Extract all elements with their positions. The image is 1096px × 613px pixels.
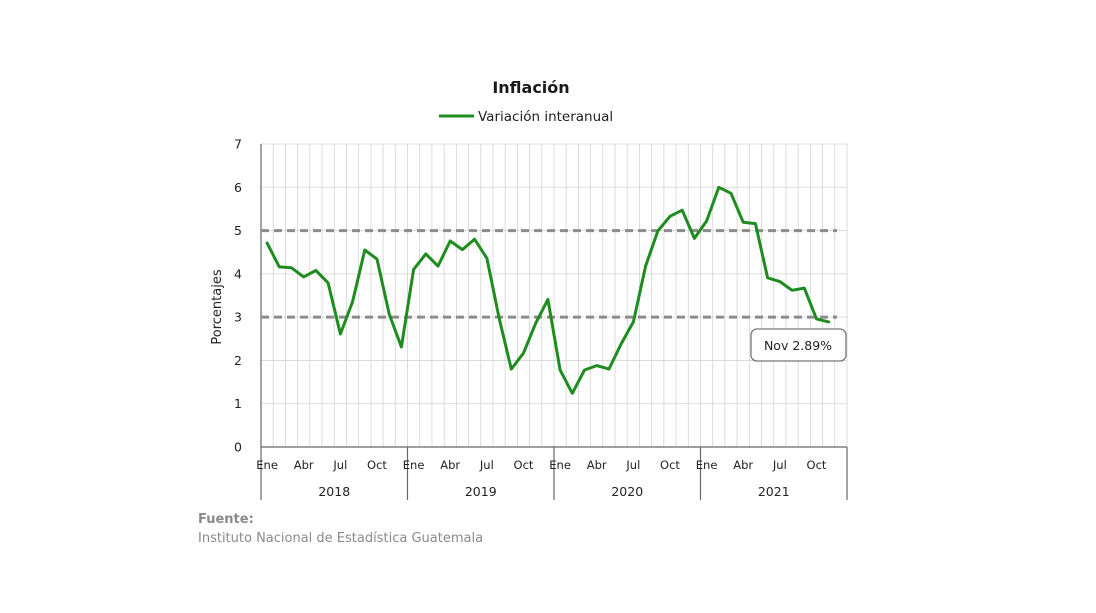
legend-label: Variación interanual: [478, 109, 613, 125]
y-tick-label: 6: [234, 180, 242, 195]
annotation-callout: Nov 2.89%: [750, 328, 847, 362]
y-tick-label: 0: [234, 440, 242, 455]
x-tick-label: Jul: [479, 458, 494, 472]
x-tick-label: Jul: [332, 458, 347, 472]
x-tick-label: Abr: [733, 458, 753, 472]
chart-title: Inflación: [492, 78, 569, 97]
x-tick-label: Abr: [294, 458, 314, 472]
x-tick-label: Oct: [660, 458, 680, 472]
x-tick-label: Ene: [403, 458, 425, 472]
x-tick-label: Abr: [587, 458, 607, 472]
series: [265, 185, 831, 395]
source-text: Instituto Nacional de Estadística Guatem…: [198, 531, 484, 546]
x-tick-label: Ene: [256, 458, 278, 472]
x-tick-label: Oct: [367, 458, 387, 472]
x-tick-label: Abr: [440, 458, 460, 472]
axes: [260, 144, 848, 500]
y-tick-label: 7: [234, 137, 242, 152]
source-label: Fuente:: [198, 512, 254, 527]
y-tick-label: 4: [234, 266, 242, 281]
gridlines: [261, 143, 848, 447]
x-axis-ticks: Ene Abr Jul Oct Ene Abr Jul Oct Ene Abr Jul Oct Ene A…: [256, 458, 827, 472]
annotation-box: [750, 328, 847, 362]
x-tick-label: Jul: [625, 458, 640, 472]
x-tick-label: Ene: [696, 458, 718, 472]
y-tick-label: 5: [234, 223, 242, 238]
year-label: 2021: [758, 484, 790, 499]
y-axis-label: Porcentajes: [210, 269, 225, 344]
year-label: 2019: [465, 484, 497, 499]
x-tick-label: Ene: [549, 458, 571, 472]
annotation-label: Nov 2.89%: [764, 338, 832, 353]
x-tick-label: Jul: [772, 458, 787, 472]
year-labels: 2018 2019 2020 2021: [318, 484, 789, 499]
series-line-variacion-interanual: [265, 185, 831, 395]
x-tick-label: Oct: [807, 458, 827, 472]
year-label: 2020: [611, 484, 643, 499]
year-label: 2018: [318, 484, 350, 499]
reference-lines: [261, 229, 837, 319]
y-tick-label: 3: [234, 310, 242, 325]
y-tick-label: 2: [234, 353, 242, 368]
y-tick-label: 1: [234, 396, 242, 411]
x-tick-label: Oct: [514, 458, 534, 472]
legend: Variación interanual: [439, 109, 613, 125]
y-axis-ticks: 0 1 2 3 4 5 6 7: [234, 137, 242, 455]
source-note: Fuente: Instituto Nacional de Estadístic…: [198, 512, 483, 546]
